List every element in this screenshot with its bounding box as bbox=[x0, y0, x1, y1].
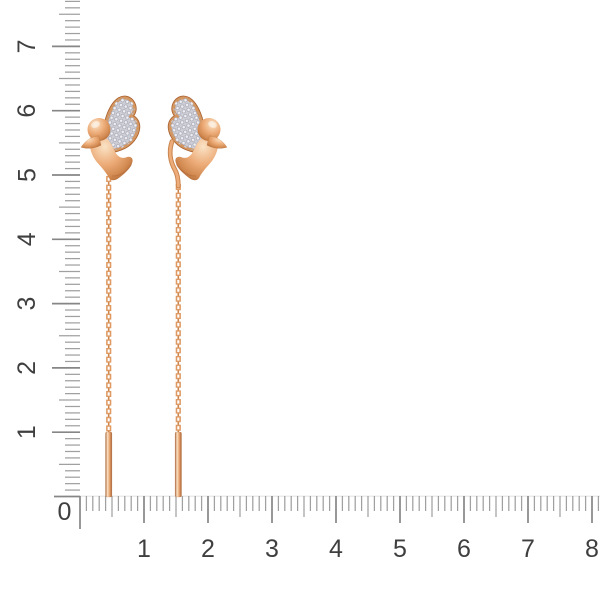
v-ruler-label: 4 bbox=[13, 232, 41, 246]
h-ruler-label: 4 bbox=[329, 535, 343, 563]
v-ruler-label: 2 bbox=[13, 361, 41, 375]
v-ruler-label: 3 bbox=[13, 297, 41, 311]
h-ruler-label: 6 bbox=[457, 535, 471, 563]
v-ruler-label: 1 bbox=[13, 425, 41, 439]
right-ear-wire bbox=[168, 140, 180, 188]
vertical-ruler: 7 6 5 4 3 2 1 bbox=[13, 0, 80, 498]
right-threader-bar bbox=[174, 431, 182, 498]
h-ruler-label: 0 bbox=[58, 498, 72, 526]
h-ruler-label: 3 bbox=[265, 535, 279, 563]
earring-right bbox=[168, 98, 227, 498]
right-bird-stud bbox=[170, 98, 227, 180]
h-ruler-label: 7 bbox=[521, 535, 535, 563]
left-bird-stud bbox=[81, 98, 138, 180]
ruler-baseline bbox=[80, 495, 600, 497]
v-ruler-label: 5 bbox=[13, 168, 41, 182]
v-ruler-label: 7 bbox=[13, 39, 41, 53]
horizontal-ruler: 0 1 2 3 4 5 6 7 8 bbox=[58, 496, 600, 563]
v-ruler-label: 6 bbox=[13, 104, 41, 118]
h-ruler-label: 1 bbox=[137, 535, 151, 563]
left-threader-bar bbox=[105, 431, 113, 498]
h-ruler-label: 5 bbox=[393, 535, 407, 563]
h-ruler-label: 8 bbox=[585, 535, 599, 563]
h-ruler-label: 2 bbox=[201, 535, 215, 563]
earring-left bbox=[81, 98, 138, 498]
